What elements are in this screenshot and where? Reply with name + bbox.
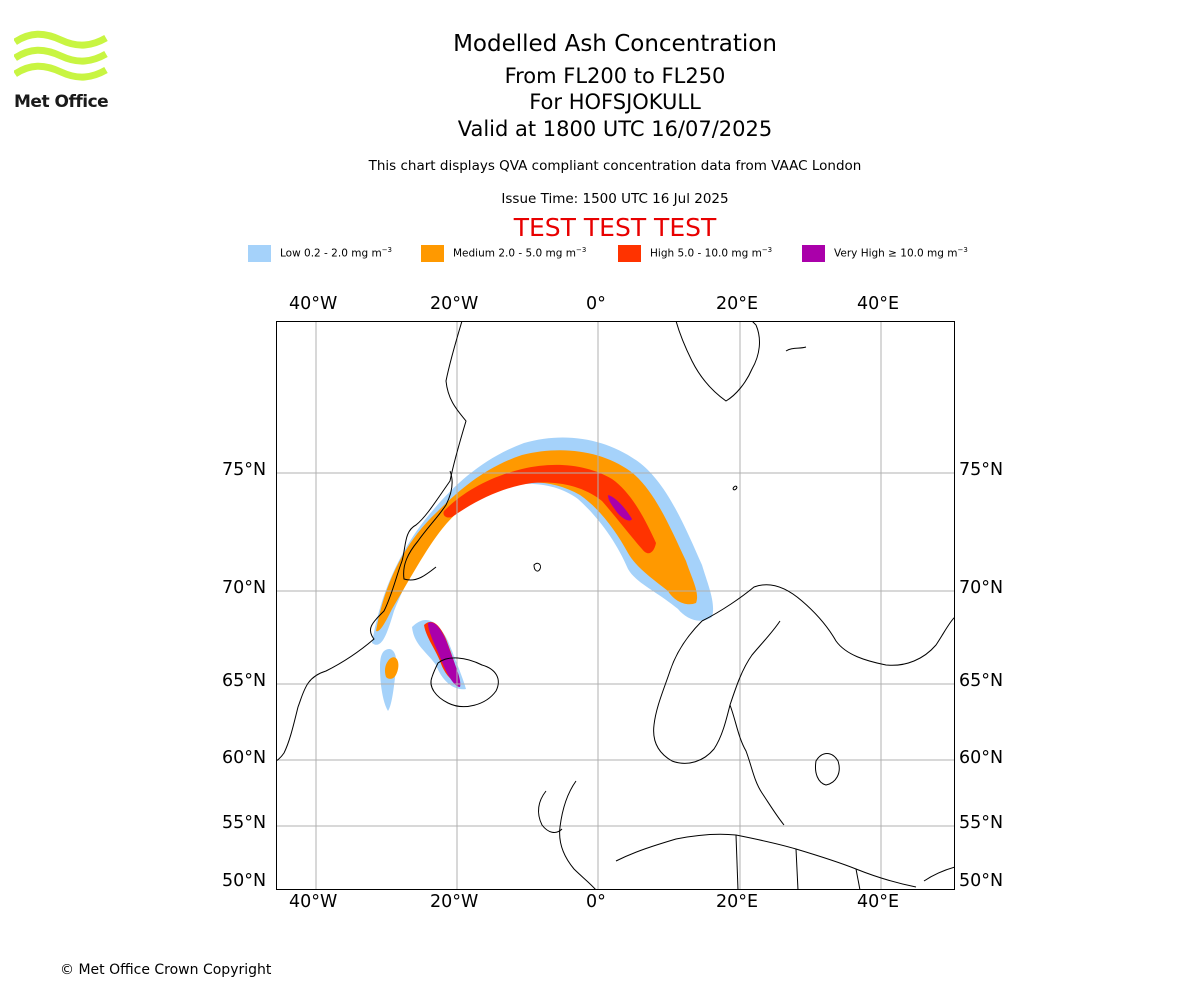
issue-time: Issue Time: 1500 UTC 16 Jul 2025 — [501, 191, 729, 207]
ash-map[interactable] — [276, 321, 955, 890]
lat-label-right: 60°N — [959, 748, 1004, 768]
lon-label-bottom: 0° — [586, 892, 606, 912]
legend-label-low: Low 0.2 - 2.0 mg m — [280, 247, 382, 260]
lon-label-top: 0° — [586, 294, 606, 314]
lat-label-right: 70°N — [959, 578, 1004, 598]
lat-label-left: 50°N — [222, 871, 267, 891]
lon-label-top: 40°W — [289, 294, 338, 314]
chart-description: This chart displays QVA compliant concen… — [368, 158, 862, 174]
lat-label-right: 75°N — [959, 460, 1004, 480]
lat-label-right: 50°N — [959, 871, 1004, 891]
lon-label-top: 20°W — [430, 294, 479, 314]
lat-label-left: 60°N — [222, 748, 267, 768]
lon-label-bottom: 20°W — [430, 892, 479, 912]
lon-label-bottom: 40°E — [857, 892, 900, 912]
test-banner: TEST TEST TEST — [513, 213, 717, 242]
met-office-logo — [13, 30, 108, 112]
lon-label-top: 40°E — [857, 294, 900, 314]
legend-swatch-very-high — [802, 245, 825, 262]
legend-unit-exponent: −3 — [957, 246, 968, 254]
chart-title: Modelled Ash Concentration — [453, 31, 777, 57]
graticule — [276, 321, 955, 890]
legend-label-medium: Medium 2.0 - 5.0 mg m — [453, 247, 576, 260]
lon-label-top: 20°E — [716, 294, 759, 314]
legend-unit-exponent: −3 — [761, 246, 773, 254]
legend-label-high: High 5.0 - 10.0 mg m — [650, 247, 762, 260]
lat-label-right: 65°N — [959, 671, 1004, 691]
ash-plume-very-high — [428, 495, 632, 687]
legend-unit-exponent: −3 — [575, 246, 587, 254]
flight-level-range: From FL200 to FL250 — [504, 64, 726, 88]
lon-label-bottom: 20°E — [716, 892, 759, 912]
legend-swatch-medium — [421, 245, 444, 262]
valid-time: Valid at 1800 UTC 16/07/2025 — [457, 117, 773, 141]
legend-label-very-high: Very High ≥ 10.0 mg m — [834, 247, 958, 260]
volcano-name: For HOFSJOKULL — [529, 90, 701, 114]
legend-swatch-high — [618, 245, 641, 262]
lat-label-left: 70°N — [222, 578, 267, 598]
lat-label-right: 55°N — [959, 813, 1004, 833]
lat-label-left: 65°N — [222, 671, 267, 691]
copyright-notice: © Met Office Crown Copyright — [60, 962, 272, 978]
lon-label-bottom: 40°W — [289, 892, 338, 912]
legend-swatch-low — [248, 245, 271, 262]
coastlines — [276, 321, 955, 890]
lat-label-left: 55°N — [222, 813, 267, 833]
met-office-logo-text: Met Office — [14, 92, 109, 112]
lat-label-left: 75°N — [222, 460, 267, 480]
legend-unit-exponent: −3 — [381, 246, 393, 254]
